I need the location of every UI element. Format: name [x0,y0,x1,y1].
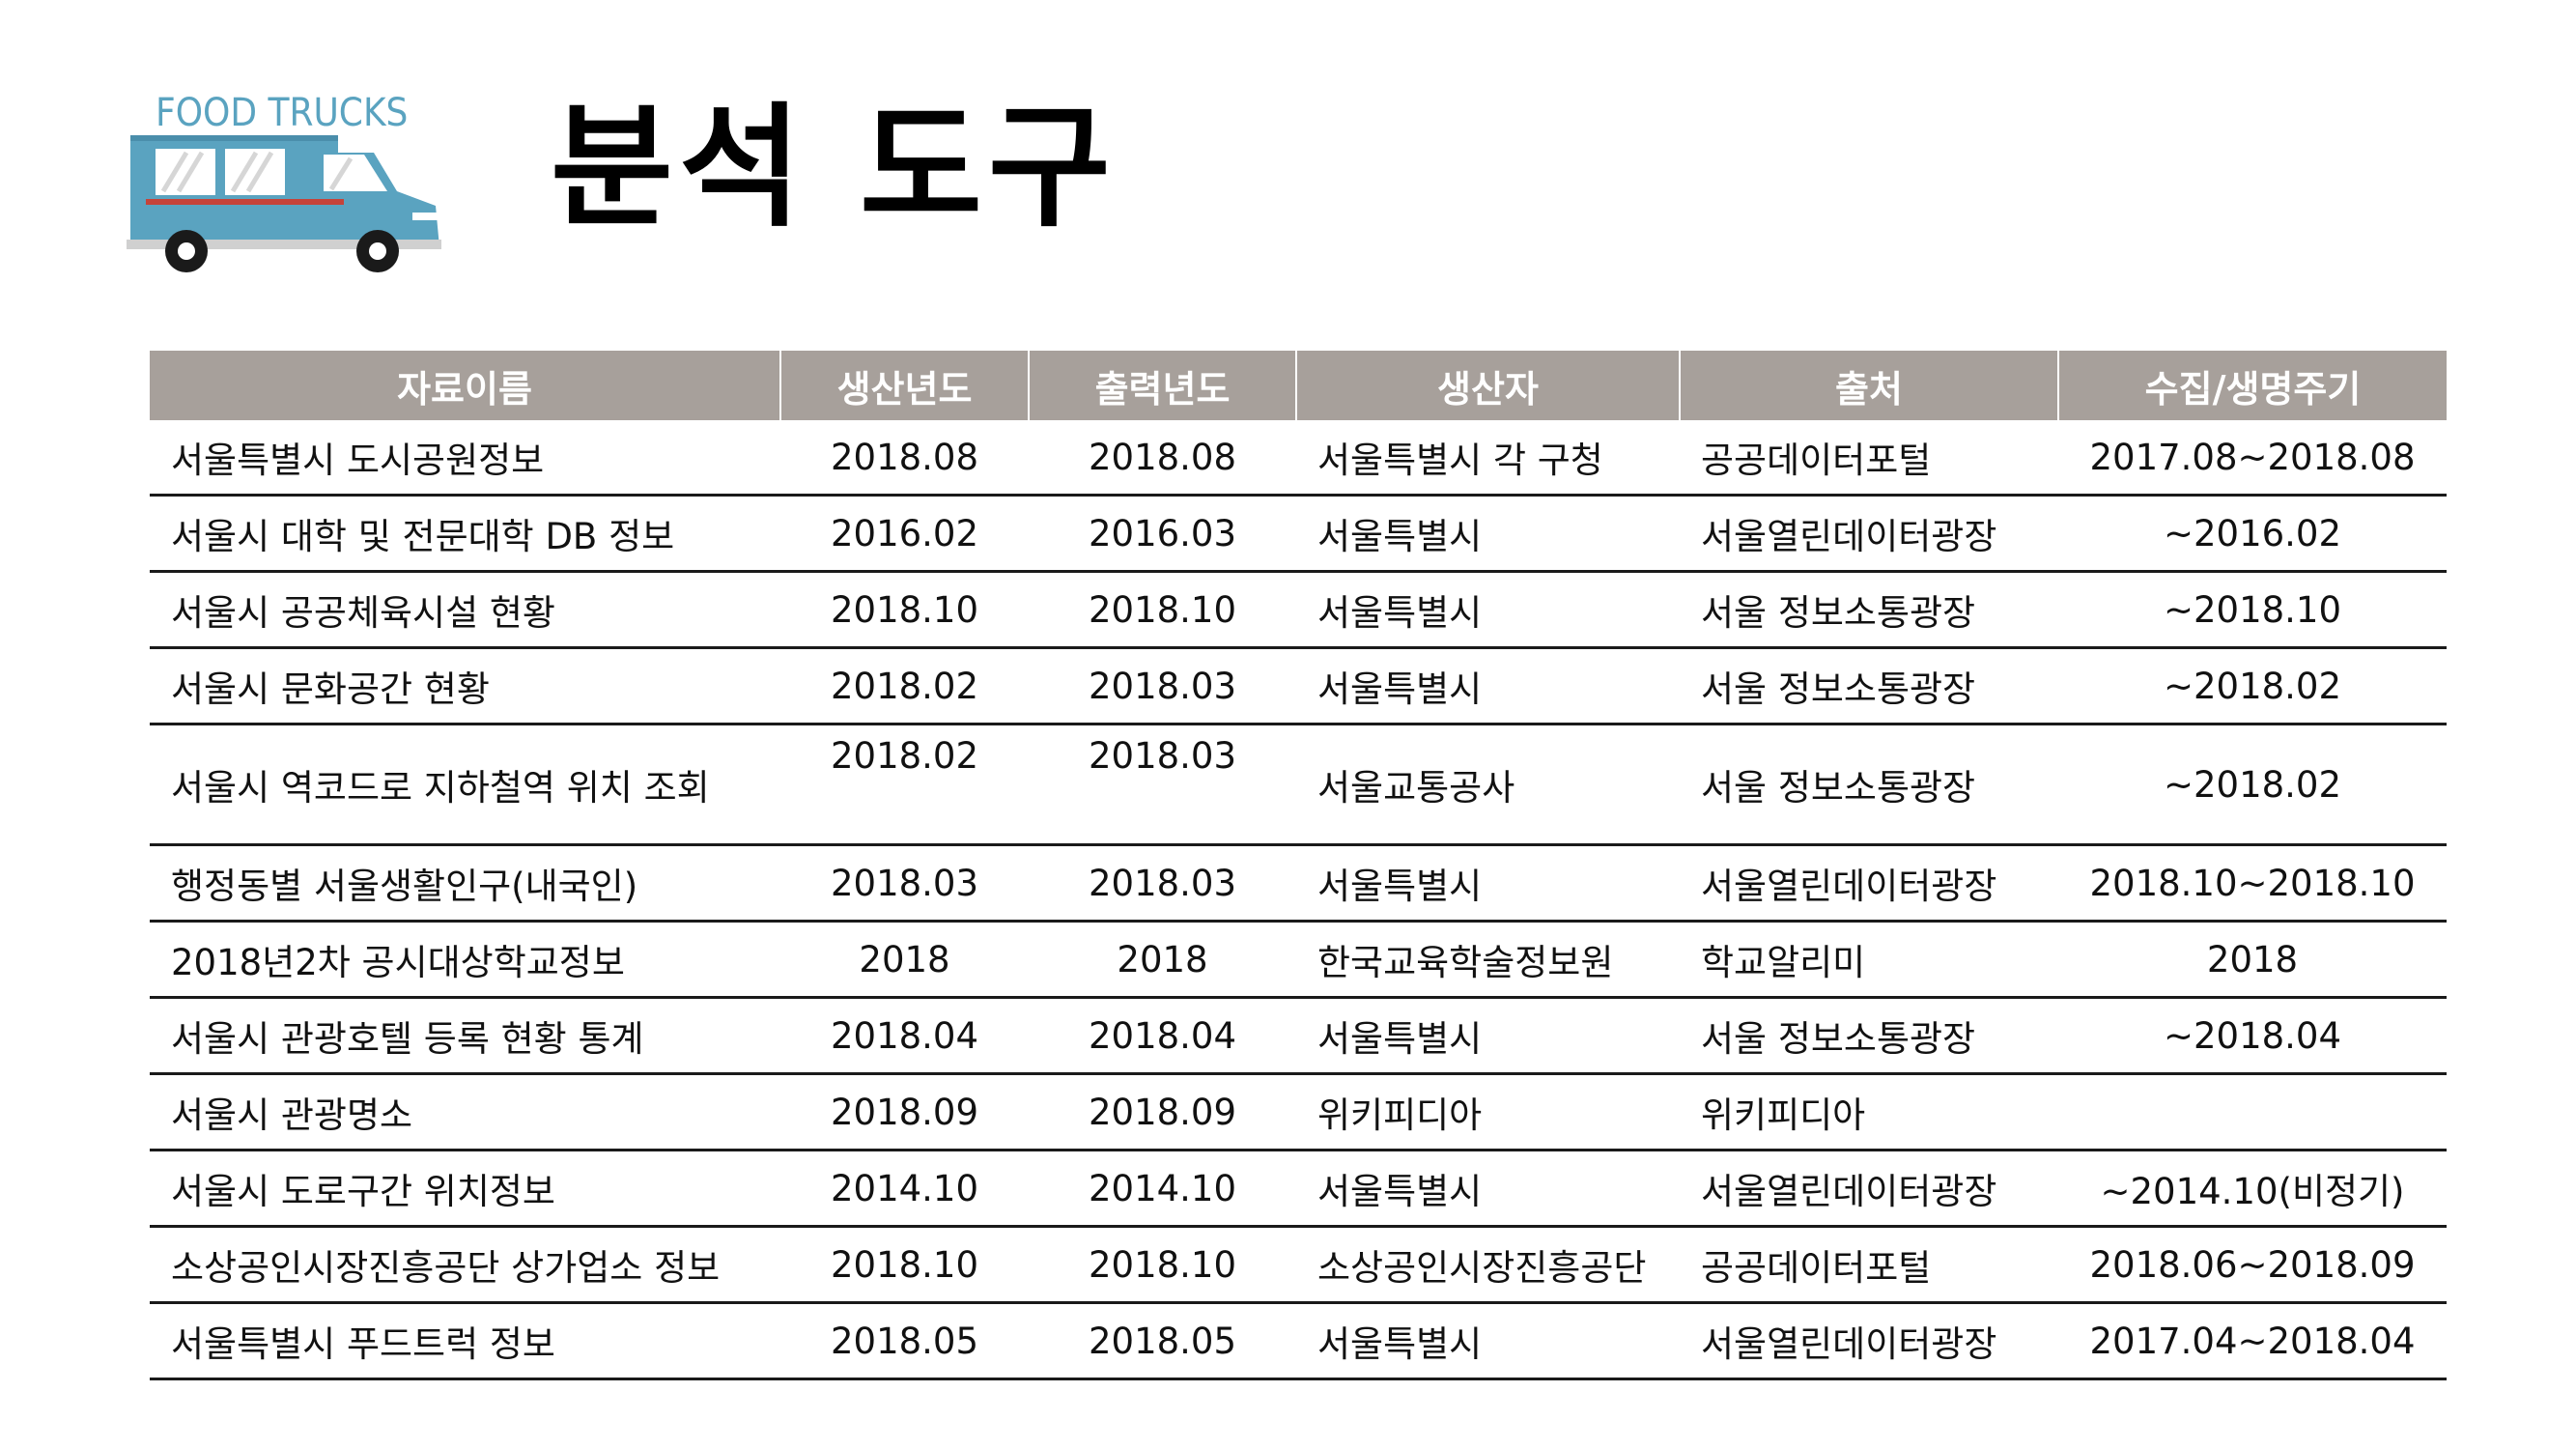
table-cell: 2018 [780,921,1029,999]
table-cell: 2016.03 [1029,495,1296,573]
table-cell: 서울열린데이터광장 [1680,844,2058,923]
table-cell: 행정동별 서울생활인구(내국인) [150,844,780,923]
table-cell: 2018.10 [780,571,1029,649]
table-cell: 2017.04~2018.04 [2058,1302,2447,1380]
table-cell: 위키피디아 [1296,1073,1680,1151]
table-cell: 2018 [1029,921,1296,999]
table-cell: 서울특별시 [1296,647,1680,725]
table-cell: 2018.05 [780,1302,1029,1380]
data-sources-table: 자료이름 생산년도 출력년도 생산자 출처 수집/생명주기 서울특별시 도시공원… [150,351,2447,1380]
table-cell: 소상공인시장진흥공단 [1296,1226,1680,1304]
table-cell: 2014.10 [780,1150,1029,1228]
table-cell: 서울교통공사 [1296,724,1680,846]
table-row: 서울시 대학 및 전문대학 DB 정보 2016.02 2016.03 서울특별… [150,495,2447,573]
table-cell: 위키피디아 [1680,1073,2058,1151]
table-cell: 서울특별시 [1296,997,1680,1075]
table-cell: 서울특별시 [1296,844,1680,923]
table-cell: 서울열린데이터광장 [1680,1302,2058,1380]
table-row: 서울시 도로구간 위치정보 2014.10 2014.10 서울특별시 서울열린… [150,1150,2447,1228]
table-cell: 공공데이터포털 [1680,420,2058,497]
table-row: 행정동별 서울생활인구(내국인) 2018.03 2018.03 서울특별시 서… [150,844,2447,923]
table-cell: 2014.10 [1029,1150,1296,1228]
table-cell: 2018.03 [1029,647,1296,725]
table-cell: 서울특별시 도시공원정보 [150,420,780,497]
table-cell: 2018.10 [1029,1226,1296,1304]
table-cell: 2018.02 [780,647,1029,725]
table-cell: 2018.06~2018.09 [2058,1226,2447,1304]
table-cell: 2018년2차 공시대상학교정보 [150,921,780,999]
table-cell: 서울특별시 [1296,1302,1680,1380]
table-cell: ~2016.02 [2058,495,2447,573]
table-cell: 서울 정보소통광장 [1680,571,2058,649]
table-cell: 2018.02 [780,724,1029,846]
table-row: 서울시 문화공간 현황 2018.02 2018.03 서울특별시 서울 정보소… [150,647,2447,725]
food-truck-logo: FOOD TRUCKS [121,85,449,278]
table-cell: 서울시 공공체육시설 현황 [150,571,780,649]
column-header: 수집/생명주기 [2057,351,2447,420]
table-cell: 서울특별시 [1296,495,1680,573]
table-cell: 서울특별시 푸드트럭 정보 [150,1302,780,1380]
column-header: 생산년도 [779,351,1029,420]
table-cell: 2018.08 [1029,420,1296,497]
slide-title: 분석 도구 [551,90,1117,245]
table-row: 서울시 역코드로 지하철역 위치 조회 2018.02 2018.03 서울교통… [150,724,2447,846]
table-cell: 서울시 대학 및 전문대학 DB 정보 [150,495,780,573]
table-cell: 2018.09 [780,1073,1029,1151]
table-header-row: 자료이름 생산년도 출력년도 생산자 출처 수집/생명주기 [150,351,2447,420]
table-cell: 서울시 관광호텔 등록 현황 통계 [150,997,780,1075]
table-cell: 서울열린데이터광장 [1680,1150,2058,1228]
table-cell: 2017.08~2018.08 [2058,420,2447,497]
table-row: 서울특별시 푸드트럭 정보 2018.05 2018.05 서울특별시 서울열린… [150,1302,2447,1380]
table-cell: 공공데이터포털 [1680,1226,2058,1304]
table-cell: ~2018.02 [2058,647,2447,725]
table-cell: 2018.05 [1029,1302,1296,1380]
table-cell: 서울 정보소통광장 [1680,647,2058,725]
table-cell: 한국교육학술정보원 [1296,921,1680,999]
table-row: 서울특별시 도시공원정보 2018.08 2018.08 서울특별시 각 구청 … [150,420,2447,497]
table-cell: 서울특별시 [1296,1150,1680,1228]
table-cell: 2016.02 [780,495,1029,573]
table-cell: 2018.08 [780,420,1029,497]
table-cell: 서울시 문화공간 현황 [150,647,780,725]
table-cell: 2018.09 [1029,1073,1296,1151]
table-cell: 서울 정보소통광장 [1680,997,2058,1075]
table-cell: 소상공인시장진흥공단 상가업소 정보 [150,1226,780,1304]
column-header: 출처 [1679,351,2058,420]
table-cell: 2018.03 [1029,724,1296,846]
table-cell: 서울시 관광명소 [150,1073,780,1151]
table-cell: 2018.03 [1029,844,1296,923]
table-cell [2058,1073,2447,1151]
table-row: 서울시 관광명소 2018.09 2018.09 위키피디아 위키피디아 [150,1073,2447,1151]
table-cell: 2018.04 [1029,997,1296,1075]
table-cell: 서울특별시 각 구청 [1296,420,1680,497]
table-cell: 2018.10~2018.10 [2058,844,2447,923]
table-cell: ~2014.10(비정기) [2058,1150,2447,1228]
table-row: 소상공인시장진흥공단 상가업소 정보 2018.10 2018.10 소상공인시… [150,1226,2447,1304]
table-row: 2018년2차 공시대상학교정보 2018 2018 한국교육학술정보원 학교알… [150,921,2447,999]
table-cell: 학교알리미 [1680,921,2058,999]
table-cell: 서울 정보소통광장 [1680,724,2058,846]
table-cell: 서울특별시 [1296,571,1680,649]
table-cell: 2018.10 [1029,571,1296,649]
column-header: 생산자 [1295,351,1680,420]
logo-text: FOOD TRUCKS [156,91,408,135]
table-cell: ~2018.02 [2058,724,2447,846]
column-header: 출력년도 [1028,351,1296,420]
table-row: 서울시 공공체육시설 현황 2018.10 2018.10 서울특별시 서울 정… [150,571,2447,649]
table-cell: 2018.04 [780,997,1029,1075]
table-row: 서울시 관광호텔 등록 현황 통계 2018.04 2018.04 서울특별시 … [150,997,2447,1075]
table-cell: ~2018.04 [2058,997,2447,1075]
table-cell: 서울시 도로구간 위치정보 [150,1150,780,1228]
table-cell: ~2018.10 [2058,571,2447,649]
column-header: 자료이름 [150,351,780,420]
table-cell: 2018 [2058,921,2447,999]
table-cell: 서울시 역코드로 지하철역 위치 조회 [150,724,780,846]
table-cell: 서울열린데이터광장 [1680,495,2058,573]
table-cell: 2018.10 [780,1226,1029,1304]
table-cell: 2018.03 [780,844,1029,923]
